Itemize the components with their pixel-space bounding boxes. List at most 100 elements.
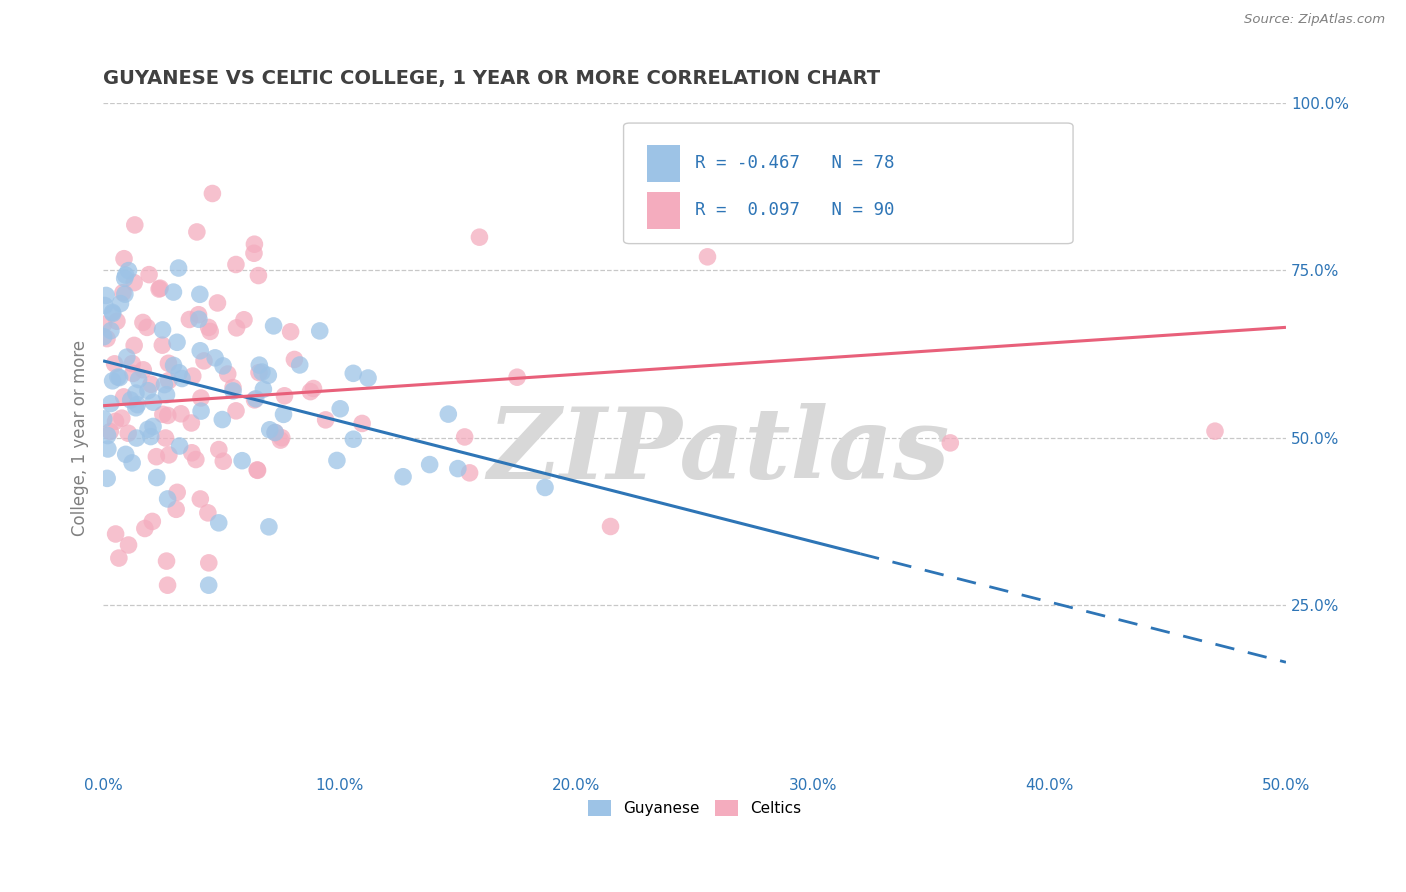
FancyBboxPatch shape [647, 145, 681, 182]
Point [167, 260, 190, 275]
Point [124, 218, 146, 232]
Point [166, 485, 188, 500]
Point [105, 314, 128, 328]
Point [270, 431, 292, 445]
Point [197, 506, 219, 520]
Point [114, 268, 136, 282]
Text: R = -0.467   N = 78: R = -0.467 N = 78 [695, 154, 894, 172]
Point [149, 281, 172, 295]
Point [184, 452, 207, 467]
Point [197, 556, 219, 570]
Point [136, 422, 159, 436]
Point [222, 384, 245, 398]
Point [157, 374, 180, 388]
Point [326, 453, 349, 467]
Point [94, 288, 117, 302]
Point [104, 357, 127, 371]
Point [1204, 424, 1226, 438]
Point [122, 276, 145, 290]
Point [97, 442, 120, 456]
Point [104, 527, 127, 541]
Point [222, 381, 245, 395]
Point [93, 298, 115, 312]
Point [117, 426, 139, 441]
Point [145, 450, 167, 464]
Point [257, 520, 280, 534]
Point [288, 358, 311, 372]
Point [93, 329, 115, 343]
Point [120, 392, 142, 407]
Point [180, 416, 202, 430]
Point [125, 386, 148, 401]
Point [148, 282, 170, 296]
Point [121, 357, 143, 371]
Point [150, 338, 173, 352]
Point [132, 316, 155, 330]
Point [122, 338, 145, 352]
Point [188, 491, 211, 506]
Point [243, 237, 266, 252]
Point [152, 323, 174, 337]
Point [207, 296, 229, 310]
Point [299, 384, 322, 399]
Point [170, 407, 193, 421]
Point [136, 384, 159, 398]
Point [136, 320, 159, 334]
Point [283, 352, 305, 367]
Point [273, 408, 295, 422]
Point [211, 412, 233, 426]
Point [352, 417, 374, 431]
Point [453, 430, 475, 444]
Point [187, 312, 209, 326]
Point [107, 370, 129, 384]
Point [264, 425, 287, 440]
Point [93, 412, 115, 426]
Point [169, 439, 191, 453]
Point [273, 389, 295, 403]
Point [208, 516, 231, 530]
Point [246, 463, 269, 477]
Point [179, 312, 201, 326]
Legend: Guyanese, Celtics: Guyanese, Celtics [582, 794, 807, 822]
Point [419, 458, 441, 472]
Point [212, 454, 235, 468]
Point [166, 335, 188, 350]
Point [190, 391, 212, 405]
Point [111, 411, 134, 425]
Point [212, 359, 235, 373]
Point [204, 351, 226, 365]
Point [534, 481, 557, 495]
Point [121, 456, 143, 470]
Point [225, 404, 247, 418]
Point [101, 305, 124, 319]
Point [458, 466, 481, 480]
Point [108, 370, 131, 384]
Point [302, 382, 325, 396]
Point [233, 312, 256, 326]
Y-axis label: College, 1 year or more: College, 1 year or more [72, 340, 89, 536]
Point [112, 390, 135, 404]
Point [263, 318, 285, 333]
Point [110, 296, 132, 310]
Point [142, 395, 165, 409]
Point [157, 448, 180, 462]
Point [153, 377, 176, 392]
Point [246, 463, 269, 477]
Point [342, 367, 364, 381]
Point [127, 398, 149, 412]
Point [125, 431, 148, 445]
Point [128, 372, 150, 386]
Point [139, 377, 162, 392]
Point [329, 401, 352, 416]
Point [122, 367, 145, 381]
Point [392, 469, 415, 483]
Text: ZIPatlas: ZIPatlas [486, 403, 949, 500]
Point [245, 392, 267, 406]
Point [155, 431, 177, 445]
FancyBboxPatch shape [624, 123, 1073, 244]
Point [108, 551, 131, 566]
Point [342, 432, 364, 446]
Point [468, 230, 491, 244]
Point [357, 371, 380, 385]
Point [181, 369, 204, 384]
